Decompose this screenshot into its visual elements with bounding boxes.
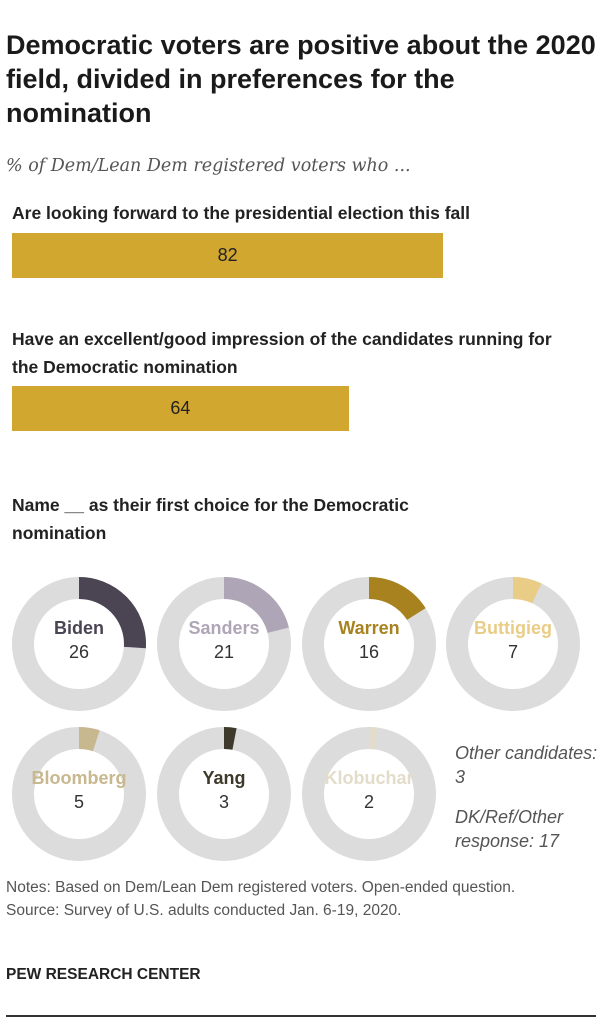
donut-svg-klobuchar bbox=[302, 727, 436, 861]
donut-bloomberg: Bloomberg 5 bbox=[11, 726, 147, 862]
donut-label-yang: Yang bbox=[202, 768, 246, 788]
donut-value-warren: 16 bbox=[358, 642, 380, 662]
donut-label-sanders: Sanders bbox=[188, 618, 260, 638]
donut-svg-warren bbox=[302, 577, 436, 711]
notes-block: Notes: Based on Dem/Lean Dem registered … bbox=[6, 876, 596, 922]
donut-value-buttigieg: 7 bbox=[507, 642, 518, 662]
donut-label-klobuchar: Klobuchar bbox=[324, 768, 414, 788]
donut-value-yang: 3 bbox=[218, 792, 229, 812]
other-candidates-note: Other candidates: 3 bbox=[455, 743, 598, 787]
donut-arc-yang bbox=[157, 727, 291, 861]
donut-value-sanders: 21 bbox=[213, 642, 235, 662]
bottom-rule bbox=[6, 1015, 596, 1017]
donut-warren: Warren 16 bbox=[301, 576, 437, 712]
donut-buttigieg: Buttigieg 7 bbox=[445, 576, 581, 712]
chart-title: Democratic voters are positive about the… bbox=[6, 30, 596, 128]
bar-value-1: 82 bbox=[217, 245, 238, 265]
donut-section-title: Name __ as their first choice for the De… bbox=[12, 495, 409, 543]
notes-text: Notes: Based on Dem/Lean Dem registered … bbox=[6, 879, 516, 896]
donut-arc-biden bbox=[12, 577, 146, 711]
donut-biden: Biden 26 bbox=[11, 576, 147, 712]
donut-svg-sanders bbox=[157, 577, 291, 711]
donut-klobuchar: Klobuchar 2 bbox=[301, 726, 437, 862]
bar-question-2: Have an excellent/good impression of the… bbox=[12, 329, 552, 377]
donut-svg-biden bbox=[12, 577, 146, 711]
donut-svg-yang bbox=[157, 727, 291, 861]
chart-subtitle: % of Dem/Lean Dem registered voters who … bbox=[6, 156, 411, 176]
donut-sanders: Sanders 21 bbox=[156, 576, 292, 712]
donut-svg-buttigieg bbox=[446, 577, 580, 711]
source-text: Source: Survey of U.S. adults conducted … bbox=[6, 902, 402, 919]
donut-label-buttigieg: Buttigieg bbox=[474, 618, 552, 638]
donut-value-klobuchar: 2 bbox=[363, 792, 374, 812]
donut-arc-klobuchar bbox=[302, 727, 436, 861]
pew-logo-text: PEW RESEARCH CENTER bbox=[6, 966, 201, 983]
donut-value-bloomberg: 5 bbox=[73, 792, 84, 812]
donut-arc-bloomberg bbox=[12, 727, 146, 861]
donut-label-biden: Biden bbox=[53, 618, 104, 638]
donut-arc-buttigieg bbox=[446, 577, 580, 711]
donut-label-bloomberg: Bloomberg bbox=[31, 768, 127, 788]
dk-ref-other-note: DK/Ref/Other response: 17 bbox=[455, 807, 564, 851]
donut-yang: Yang 3 bbox=[156, 726, 292, 862]
bar-2: 64 bbox=[12, 386, 349, 431]
bar-1: 82 bbox=[12, 233, 444, 278]
bar-value-2: 64 bbox=[170, 398, 191, 418]
donut-arc-sanders bbox=[157, 577, 291, 711]
donut-label-warren: Warren bbox=[338, 618, 400, 638]
donut-arc-warren bbox=[302, 577, 436, 711]
donut-svg-bloomberg bbox=[12, 727, 146, 861]
donut-value-biden: 26 bbox=[68, 642, 90, 662]
bar-question-1: Are looking forward to the presidential … bbox=[12, 203, 470, 223]
